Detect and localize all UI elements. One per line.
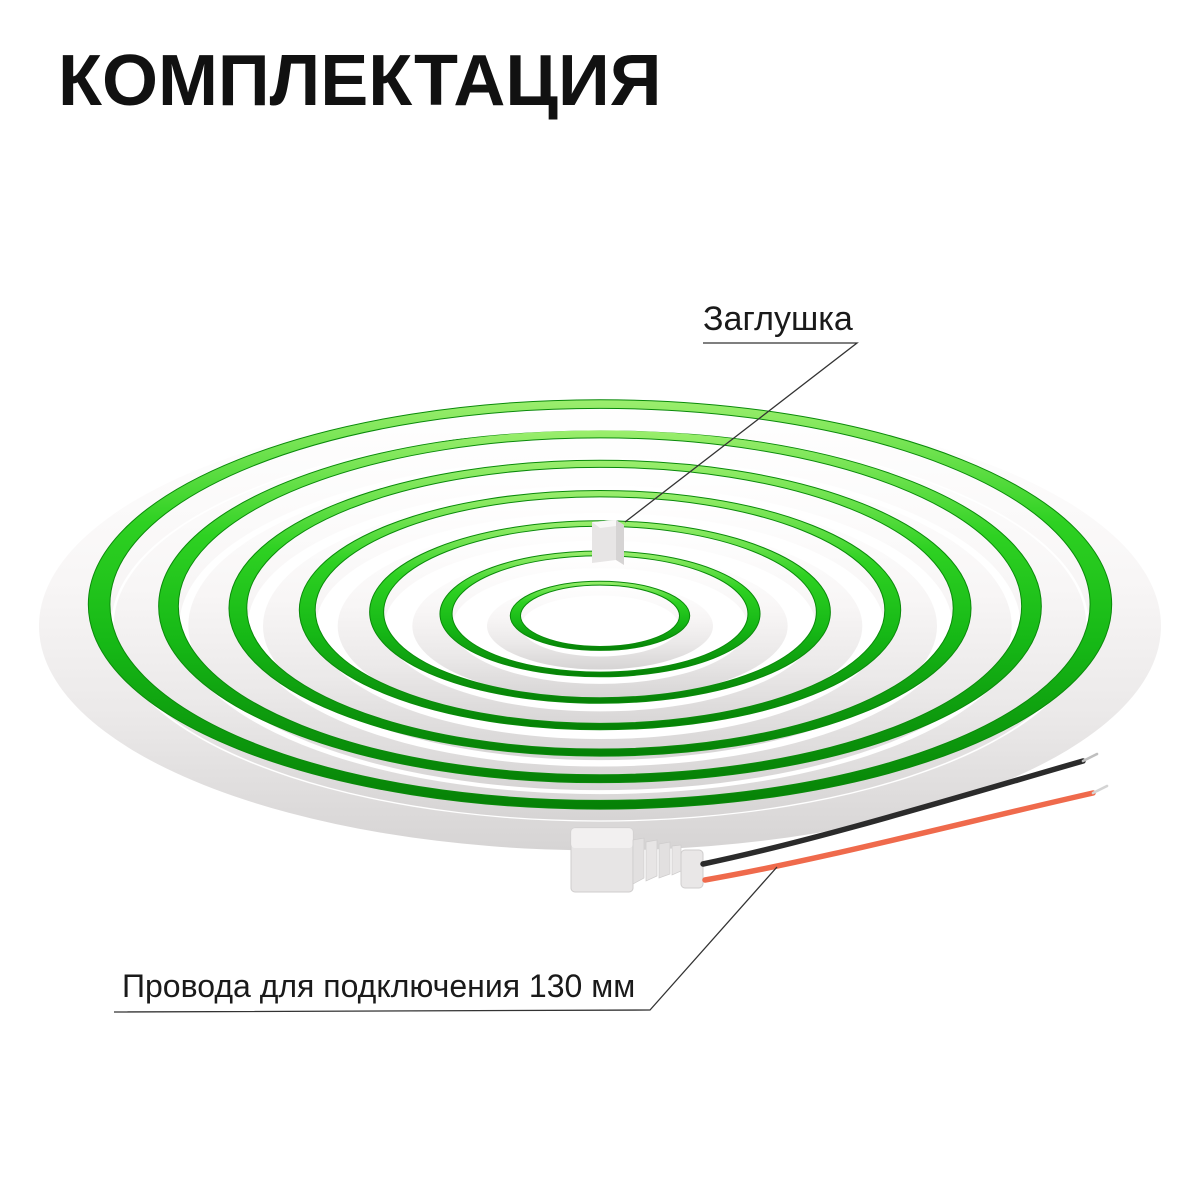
- svg-text:Провода для подключения 130 мм: Провода для подключения 130 мм: [122, 968, 635, 1004]
- svg-text:Заглушка: Заглушка: [703, 300, 853, 338]
